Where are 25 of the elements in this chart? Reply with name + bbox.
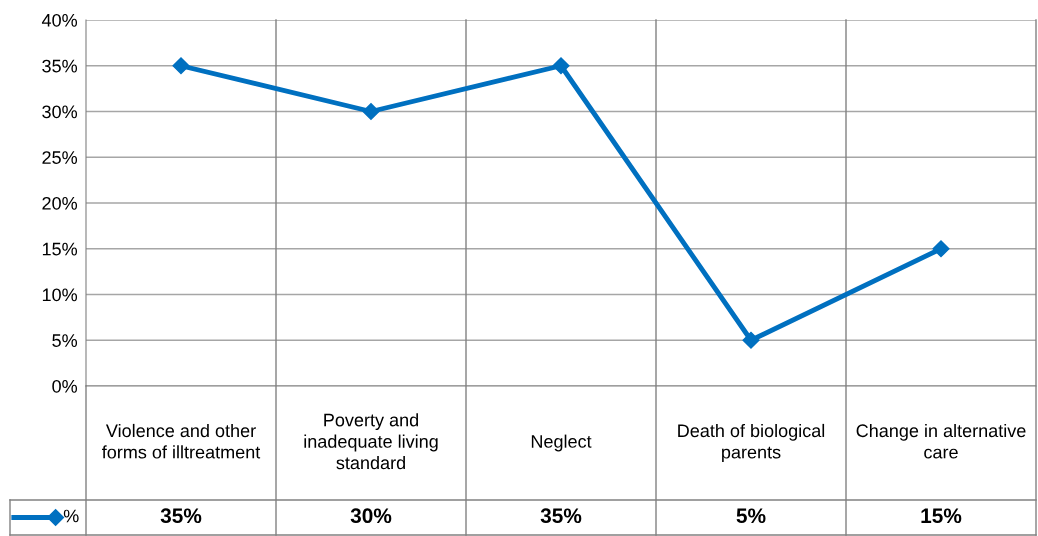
point [932,240,950,258]
point [362,102,380,121]
text: 35% [540,508,582,524]
text: 35% [160,508,202,524]
point [172,57,190,75]
point [552,57,570,75]
y-tick-label: 25% [42,151,78,164]
x-tick-label: Violence and other forms of illtreatment [102,423,261,459]
y-tick-label: 35% [42,59,78,73]
y-tick-label: 30% [42,105,78,119]
x-tick-label: Neglect [531,434,592,452]
y-tick-label: 40% [41,13,78,27]
x-tick-label: Poverty and inadequate living standard [304,413,438,470]
y-tick-label: 20% [42,196,78,210]
x-tick-label: Death of biological parents [678,423,825,463]
y-tick-label: 5% [52,334,78,347]
y-tick-label: 0% [52,379,78,393]
y-tick-label: 10% [42,288,78,302]
x-tick-label: Change in alternative care [856,423,1026,459]
legend-label: % [63,509,79,523]
text: 5% [736,508,766,524]
point [742,331,760,349]
text: 30% [350,508,392,524]
y-tick-label: 15% [42,242,78,256]
text: 15% [921,508,962,524]
